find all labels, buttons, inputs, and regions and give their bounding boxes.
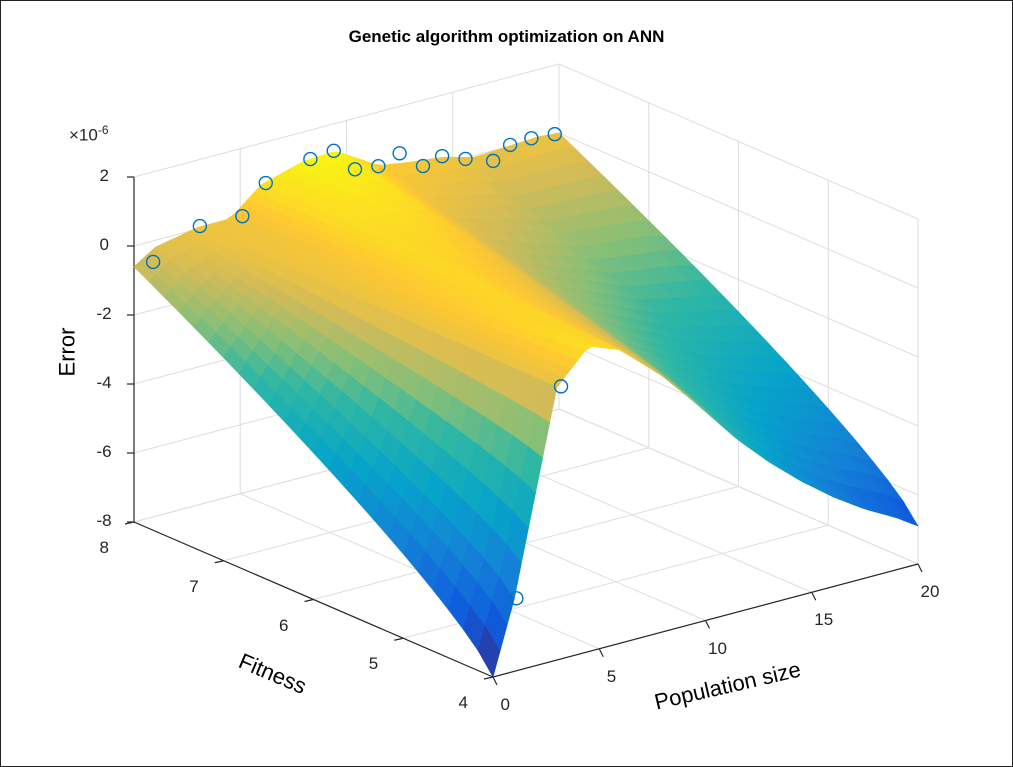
right-wall-grid-line [558,63,919,220]
x-tick [492,676,498,686]
data-point-marker [415,158,431,174]
data-point-marker [524,131,539,146]
z-tick-label: 0 [99,235,109,254]
x-tick [704,620,711,629]
scatter-points [145,126,569,606]
data-point-marker [458,151,473,167]
data-point-marker [303,151,318,167]
data-point-marker [145,254,161,270]
chart-title: Genetic algorithm optimization on ANN [348,27,665,46]
y-tick-label: 7 [189,576,199,596]
data-point-marker [235,208,250,224]
x-tick-label: 5 [606,666,617,686]
x-tick-label: 20 [920,582,940,601]
data-point-marker [392,146,407,161]
y-tick-label: 8 [99,538,109,557]
data-point-marker [258,175,273,191]
x-tick-label: 0 [500,695,510,714]
data-point-marker [502,137,518,153]
axes-lines [124,176,923,686]
right-wall-grid-line [558,132,919,289]
floor-grid-line [313,486,739,600]
z-tick-label: -6 [96,442,112,461]
z-exponent-label: ×10-6 [69,123,109,145]
surface-patch [477,625,501,678]
y-tick-label: 6 [279,615,289,635]
y-tick [483,676,494,680]
data-point-marker [326,143,341,159]
back-wall-grid-line [133,63,560,178]
data-point-marker [553,379,569,394]
data-point-marker [509,591,524,606]
y-tick [304,598,314,603]
x-tick-label: 15 [814,610,834,630]
data-point-marker [371,158,386,174]
z-tick-label: -2 [96,304,112,323]
data-point-marker [347,162,363,177]
y-tick [394,637,404,641]
x-tick-label: 10 [708,638,727,658]
data-point-marker [547,126,562,142]
surface [133,132,919,678]
x-tick [811,591,817,601]
y-tick [124,521,135,525]
y-tick-label: 4 [458,693,468,712]
z-tick-label: -4 [96,373,112,392]
y-tick-label: 5 [368,654,379,674]
data-point-marker [434,148,450,164]
data-point-marker [192,218,208,234]
y-tick [214,560,224,564]
right-wall-grid-line [558,408,919,565]
z-tick-label: -8 [96,511,112,530]
z-axis-label: Error [54,327,80,377]
z-tick-label: 2 [99,166,109,185]
x-tick [917,563,923,573]
data-point-marker [485,153,501,169]
x-tick [598,648,604,658]
